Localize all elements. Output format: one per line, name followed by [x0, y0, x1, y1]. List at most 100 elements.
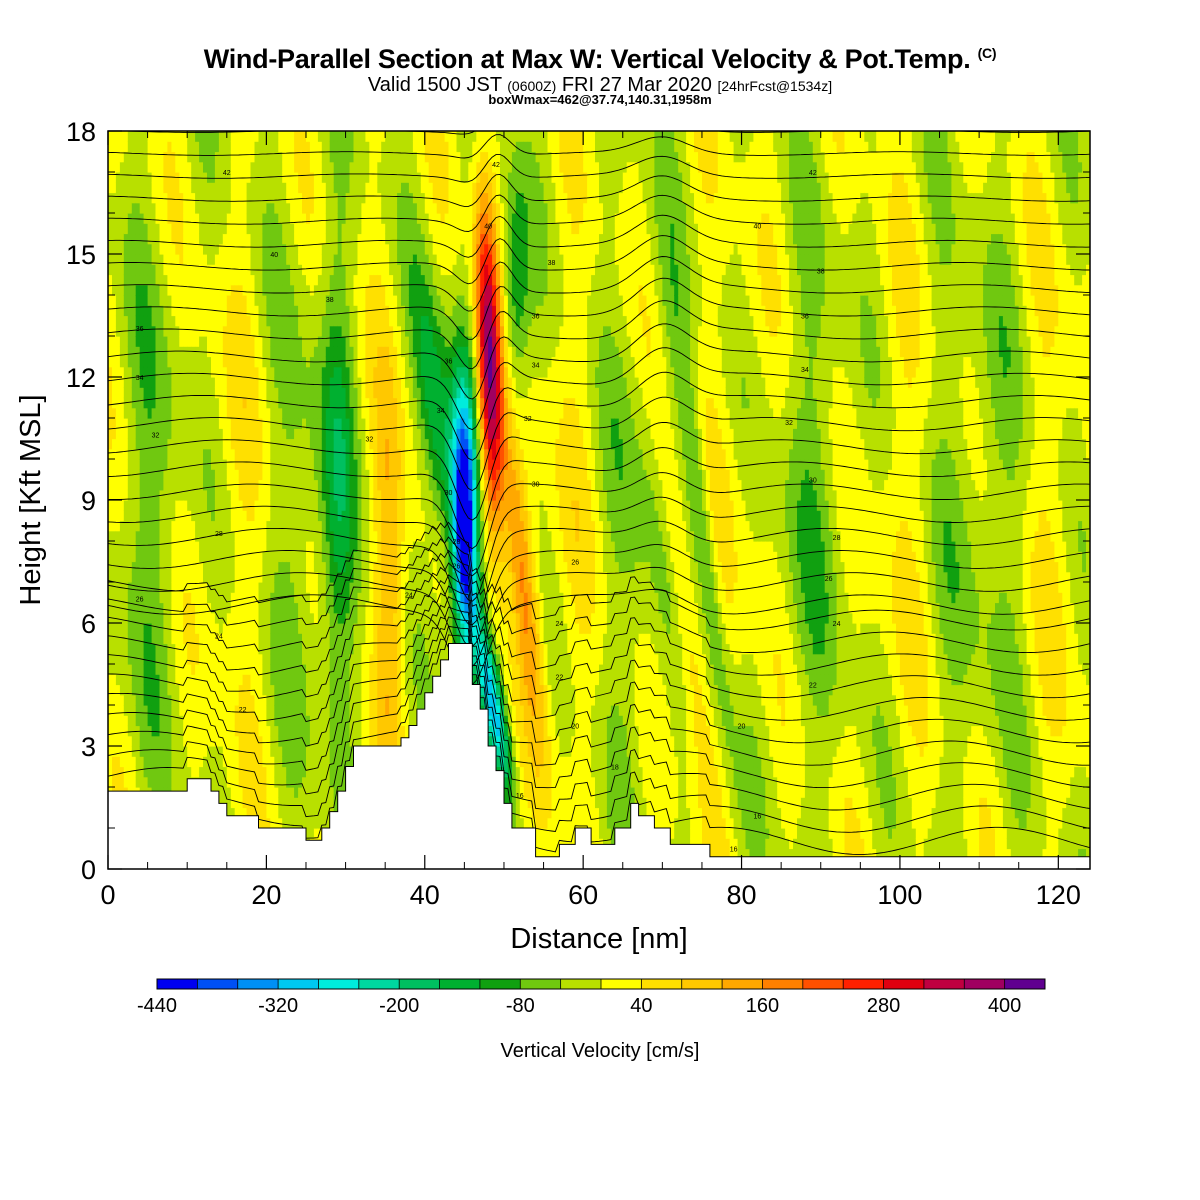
velocity-cell — [345, 356, 351, 368]
velocity-cell — [147, 233, 153, 245]
velocity-cell — [321, 500, 327, 511]
velocity-cell — [405, 602, 410, 614]
velocity-cell — [405, 274, 410, 286]
velocity-cell — [309, 407, 315, 419]
velocity-cell — [250, 561, 256, 573]
velocity-cell — [286, 766, 291, 778]
velocity-cell — [333, 295, 339, 306]
velocity-cell — [195, 264, 200, 276]
velocity-cell — [238, 787, 244, 798]
velocity-cell — [254, 274, 260, 286]
velocity-cell — [230, 694, 236, 706]
velocity-cell — [242, 674, 248, 686]
velocity-cell — [294, 243, 299, 255]
velocity-cell — [108, 448, 113, 460]
velocity-cell — [199, 387, 204, 399]
velocity-cell — [365, 479, 370, 491]
velocity-cell — [381, 735, 386, 747]
velocity-cell — [226, 336, 232, 347]
velocity-cell — [207, 756, 212, 768]
velocity-cell — [108, 694, 113, 706]
velocity-cell — [218, 141, 224, 153]
velocity-cell — [266, 725, 271, 737]
velocity-cell — [309, 684, 315, 696]
velocity-cell — [218, 664, 224, 675]
velocity-cell — [365, 643, 370, 655]
velocity-cell — [119, 469, 125, 481]
velocity-cell — [282, 694, 287, 706]
velocity-cell — [199, 325, 204, 337]
velocity-cell — [377, 377, 382, 388]
velocity-cell — [234, 510, 240, 522]
velocity-cell — [286, 459, 291, 470]
velocity-cell — [203, 151, 208, 163]
velocity-cell — [218, 715, 224, 727]
velocity-cell — [127, 633, 133, 645]
velocity-cell — [159, 315, 165, 327]
velocity-cell — [254, 684, 260, 696]
velocity-cell — [337, 602, 343, 614]
velocity-cell — [230, 243, 236, 255]
velocity-cell — [408, 305, 414, 317]
velocity-cell — [187, 541, 192, 552]
velocity-cell — [139, 530, 145, 542]
velocity-cell — [214, 448, 220, 460]
velocity-cell — [349, 243, 355, 255]
velocity-cell — [258, 643, 264, 655]
velocity-cell — [218, 592, 224, 604]
velocity-cell — [155, 459, 161, 470]
velocity-cell — [270, 612, 275, 624]
velocity-cell — [298, 530, 303, 542]
velocity-cell — [313, 828, 319, 839]
velocity-cell — [155, 592, 161, 604]
velocity-cell — [325, 551, 331, 563]
velocity-cell — [258, 202, 264, 214]
velocity-cell — [183, 254, 188, 265]
velocity-cell — [278, 284, 283, 296]
velocity-cell — [258, 633, 264, 645]
velocity-cell — [258, 664, 264, 675]
velocity-cell — [187, 551, 192, 563]
velocity-cell — [171, 715, 176, 727]
velocity-cell — [270, 387, 275, 399]
velocity-cell — [214, 428, 220, 440]
velocity-cell — [254, 520, 260, 532]
velocity-cell — [195, 397, 200, 409]
velocity-cell — [393, 192, 398, 204]
velocity-cell — [195, 633, 200, 645]
velocity-cell — [242, 469, 248, 481]
velocity-cell — [163, 643, 168, 655]
velocity-cell — [171, 131, 176, 142]
velocity-cell — [337, 243, 343, 255]
velocity-cell — [115, 438, 121, 450]
velocity-cell — [365, 561, 370, 573]
velocity-cell — [309, 776, 315, 788]
velocity-cell — [211, 151, 216, 163]
velocity-cell — [175, 756, 180, 768]
velocity-cell — [302, 182, 307, 194]
velocity-cell — [254, 582, 260, 593]
velocity-cell — [294, 623, 299, 634]
velocity-cell — [345, 530, 351, 542]
velocity-cell — [218, 346, 224, 358]
velocity-cell — [365, 407, 370, 419]
velocity-cell — [309, 735, 315, 747]
velocity-cell — [313, 274, 319, 286]
velocity-cell — [207, 448, 212, 460]
velocity-cell — [246, 541, 252, 552]
velocity-cell — [298, 776, 303, 788]
velocity-cell — [381, 592, 386, 604]
velocity-cell — [298, 715, 303, 727]
velocity-cell — [365, 325, 370, 337]
velocity-cell — [286, 325, 291, 337]
velocity-cell — [175, 510, 180, 522]
velocity-cell — [187, 356, 192, 368]
velocity-cell — [373, 407, 378, 419]
velocity-cell — [389, 172, 394, 183]
velocity-cell — [238, 438, 244, 450]
velocity-cell — [238, 725, 244, 737]
velocity-cell — [290, 735, 295, 747]
velocity-cell — [155, 469, 161, 481]
velocity-cell — [313, 459, 319, 470]
velocity-cell — [230, 418, 236, 429]
